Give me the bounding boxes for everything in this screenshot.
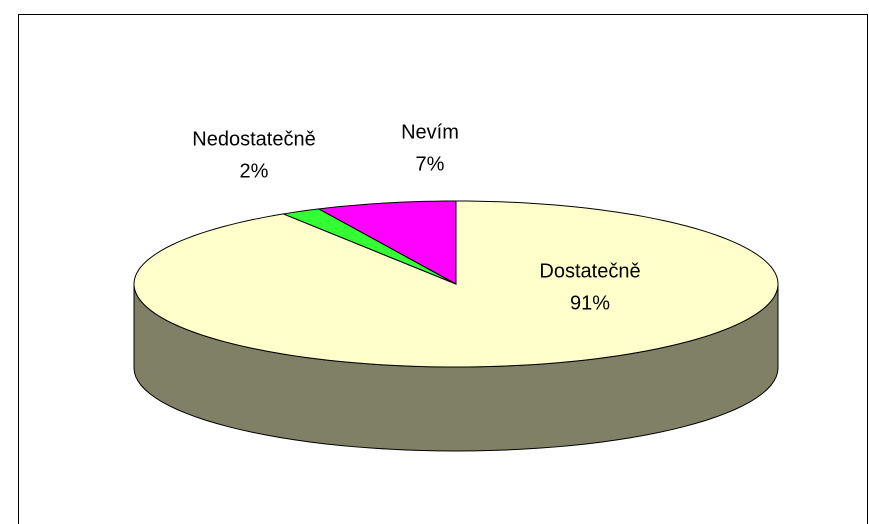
- slice-value-label: 2%: [240, 160, 269, 182]
- slice-value-label: 7%: [416, 153, 445, 175]
- slice-label: Nedostatečně: [192, 128, 315, 150]
- chart-frame: [18, 14, 868, 524]
- pie-slice: [317, 200, 457, 285]
- slice-label: Dostatečně: [539, 260, 640, 282]
- slice-label: Nevím: [401, 121, 459, 143]
- slice-value-label: 91%: [570, 292, 610, 314]
